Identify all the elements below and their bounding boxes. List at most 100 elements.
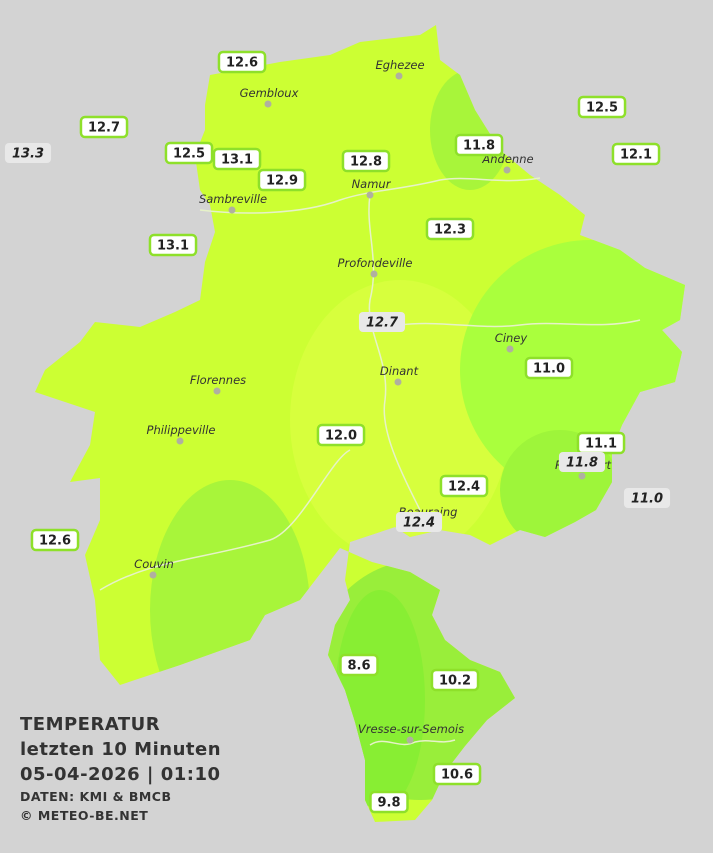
station: 12.3	[425, 217, 475, 241]
station-box	[358, 312, 406, 332]
station: 12.0	[316, 423, 366, 447]
station-value: 12.7	[88, 121, 120, 136]
station: 9.8	[369, 790, 409, 814]
town-label: Dinant	[380, 364, 419, 378]
station-box	[430, 668, 480, 692]
station-box	[212, 147, 262, 171]
station-value: 12.0	[325, 429, 357, 444]
town-label: Sambreville	[199, 192, 267, 206]
station-value: 9.8	[377, 796, 400, 811]
zone	[150, 480, 310, 740]
station: 11.8	[454, 133, 504, 157]
station-value: 12.8	[350, 155, 382, 170]
town-label: Florennes	[190, 373, 246, 387]
station: 11.8	[558, 452, 606, 472]
town-dot	[149, 571, 157, 579]
town-label: Couvin	[134, 557, 174, 571]
town-label: Profondeville	[338, 256, 413, 270]
town-dot	[395, 72, 403, 80]
legend-datetime: 05-04-2026 | 01:10	[20, 764, 221, 785]
station-value: 10.2	[439, 674, 471, 689]
station-box	[316, 423, 366, 447]
station-value: 12.1	[620, 148, 652, 163]
station: 11.1	[576, 431, 626, 455]
station-value: 12.5	[586, 101, 618, 116]
station-value: 10.6	[441, 768, 473, 783]
legend-title: TEMPERATUR	[20, 714, 161, 735]
station-box	[339, 653, 379, 677]
station: 12.5	[164, 141, 214, 165]
station-value: 12.4	[403, 516, 435, 531]
station-value: 12.4	[448, 480, 480, 495]
station-value: 11.8	[566, 456, 598, 471]
town-dot	[176, 437, 184, 445]
station-box	[217, 50, 267, 74]
station-value: 13.1	[221, 153, 253, 168]
rivers	[99, 177, 641, 746]
legend: TEMPERATUR letzten 10 Minuten 05-04-2026…	[20, 712, 221, 825]
station-value: 12.5	[173, 147, 205, 162]
station-value: 8.6	[347, 659, 370, 674]
legend-subtitle: letzten 10 Minuten	[20, 739, 222, 760]
station: 8.6	[339, 653, 379, 677]
station-value: 12.7	[366, 316, 399, 331]
station: 10.6	[432, 762, 482, 786]
station-box	[30, 528, 80, 552]
station: 13.1	[148, 233, 198, 257]
station-value: 11.8	[463, 139, 495, 154]
town-dot	[228, 206, 236, 214]
town-label: Ciney	[495, 331, 528, 345]
station-box	[454, 133, 504, 157]
station-box	[432, 762, 482, 786]
town-label: Philippeville	[147, 423, 216, 437]
town-dot	[406, 736, 414, 744]
station: 12.9	[257, 168, 307, 192]
station-value: 11.0	[533, 362, 565, 377]
station: 13.1	[212, 147, 262, 171]
zone	[430, 70, 510, 190]
station-value: 13.3	[12, 147, 44, 162]
town-label: Namur	[352, 177, 392, 191]
town-dot	[503, 166, 511, 174]
station-box	[164, 141, 214, 165]
river	[399, 319, 641, 328]
station-box	[148, 233, 198, 257]
town-dot	[366, 191, 374, 199]
station-box	[4, 143, 52, 163]
station-value: 11.1	[585, 437, 617, 452]
station-value: 12.6	[39, 534, 71, 549]
station-box	[395, 512, 443, 532]
river	[99, 449, 351, 591]
station-box	[623, 488, 671, 508]
station: 10.2	[430, 668, 480, 692]
town-dot	[506, 345, 514, 353]
zone	[335, 590, 425, 810]
station-box	[611, 142, 661, 166]
station-value: 12.6	[226, 56, 258, 71]
station: 12.1	[611, 142, 661, 166]
station: 13.3	[4, 143, 52, 163]
town-dot	[394, 378, 402, 386]
town-dot	[370, 270, 378, 278]
station-box	[577, 95, 627, 119]
station-box	[558, 452, 606, 472]
station: 12.6	[217, 50, 267, 74]
town-dot	[213, 387, 221, 395]
station-box	[524, 356, 574, 380]
station: 12.4	[395, 512, 443, 532]
station-value: 11.0	[631, 492, 663, 507]
station: 12.7	[358, 312, 406, 332]
station-box	[439, 474, 489, 498]
station: 11.0	[524, 356, 574, 380]
river	[199, 177, 541, 214]
station: 12.5	[577, 95, 627, 119]
station: 11.0	[623, 488, 671, 508]
river	[368, 194, 421, 511]
station-box	[79, 115, 129, 139]
station-value: 12.9	[266, 174, 298, 189]
legend-copyright: © METEO-BE.NET	[20, 808, 149, 823]
town-dot	[578, 472, 586, 480]
town-dot	[264, 100, 272, 108]
